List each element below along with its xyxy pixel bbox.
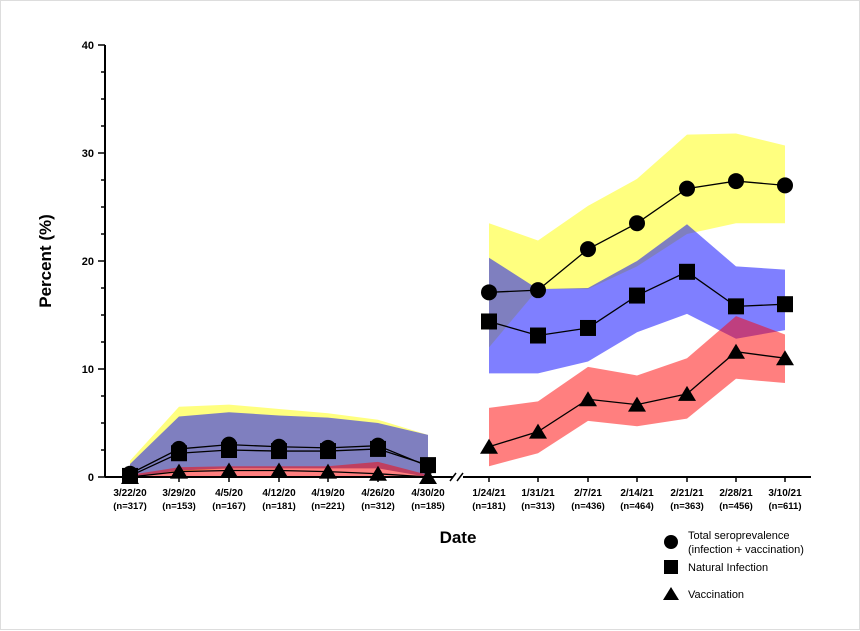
x-tick-sample-size: (n=153): [162, 501, 196, 512]
x-tick-sample-size: (n=611): [768, 501, 801, 512]
data-point-square: [580, 319, 596, 336]
data-point-square: [679, 263, 695, 280]
legend-marker-triangle: [663, 587, 679, 600]
x-tick-label: 4/26/20: [361, 488, 395, 499]
data-point-triangle: [776, 350, 794, 366]
legend-marker-square: [664, 560, 678, 574]
x-tick-label: 4/5/20: [215, 488, 243, 499]
x-tick-sample-size: (n=181): [262, 501, 296, 512]
data-point-square: [171, 445, 187, 462]
data-point-circle: [580, 241, 596, 258]
data-point-triangle: [480, 438, 498, 454]
data-point-square: [728, 298, 744, 315]
legend-marker-circle: [664, 535, 678, 549]
x-tick-label: 3/10/21: [768, 488, 802, 499]
axis-break-mark: [456, 472, 464, 482]
data-point-square: [481, 313, 497, 330]
confidence-band-triangle: [489, 316, 785, 467]
x-tick-label: 3/29/20: [162, 488, 196, 499]
data-point-square: [320, 443, 336, 460]
y-tick-label: 10: [82, 364, 94, 376]
data-point-circle: [530, 282, 546, 299]
x-tick-label: 4/12/20: [262, 488, 296, 499]
x-tick-sample-size: (n=436): [571, 501, 605, 512]
x-tick-sample-size: (n=181): [472, 501, 506, 512]
y-tick-label: 30: [82, 148, 94, 160]
y-tick-label: 20: [82, 256, 94, 268]
data-point-square: [221, 442, 237, 458]
data-point-circle: [481, 284, 497, 301]
data-point-circle: [679, 180, 695, 197]
x-tick-label: 1/31/21: [521, 488, 555, 499]
x-tick-sample-size: (n=221): [311, 501, 345, 512]
data-point-triangle: [220, 462, 238, 478]
x-tick-sample-size: (n=313): [521, 501, 555, 512]
x-tick-sample-size: (n=167): [212, 501, 246, 512]
axis-break-mark: [449, 472, 457, 482]
x-axis-label: Date: [440, 528, 477, 547]
data-point-square: [777, 296, 793, 313]
data-point-square: [629, 287, 645, 304]
data-point-square: [271, 443, 287, 460]
x-tick-label: 2/14/21: [620, 488, 654, 499]
x-tick-label: 1/24/21: [472, 488, 506, 499]
data-point-triangle: [529, 423, 547, 439]
x-tick-sample-size: (n=312): [361, 501, 395, 512]
data-point-square: [420, 457, 436, 474]
x-tick-label: 4/19/20: [311, 488, 345, 499]
x-tick-sample-size: (n=363): [670, 501, 704, 512]
legend-label: Natural Infection: [688, 562, 768, 574]
data-point-circle: [629, 215, 645, 232]
x-tick-label: 2/7/21: [574, 488, 602, 499]
confidence-band-circle: [489, 133, 785, 348]
data-point-triangle: [270, 462, 288, 478]
x-tick-label: 2/28/21: [719, 488, 753, 499]
data-point-circle: [777, 177, 793, 194]
legend-label: Vaccination: [688, 589, 744, 601]
data-point-square: [370, 440, 386, 457]
x-tick-label: 3/22/20: [113, 488, 147, 499]
x-tick-sample-size: (n=464): [620, 501, 654, 512]
data-point-triangle: [678, 385, 696, 401]
legend-label: (infection + vaccination): [688, 544, 804, 556]
x-tick-sample-size: (n=185): [411, 501, 445, 512]
x-tick-sample-size: (n=456): [719, 501, 753, 512]
x-tick-label: 2/21/21: [670, 488, 704, 499]
x-tick-label: 4/30/20: [411, 488, 445, 499]
data-point-triangle: [579, 391, 597, 407]
data-point-triangle: [319, 463, 337, 479]
data-point-triangle: [628, 396, 646, 412]
y-axis-label: Percent (%): [36, 214, 55, 308]
data-point-triangle: [727, 343, 745, 359]
y-tick-label: 0: [88, 472, 94, 484]
x-tick-sample-size: (n=317): [113, 501, 147, 512]
data-point-square: [530, 327, 546, 344]
legend: Total seroprevalence (infection + vaccina…: [663, 530, 804, 601]
data-point-circle: [728, 173, 744, 190]
data-point-triangle: [170, 463, 188, 479]
y-tick-label: 40: [82, 40, 94, 52]
legend-label: Total seroprevalence: [688, 530, 790, 542]
